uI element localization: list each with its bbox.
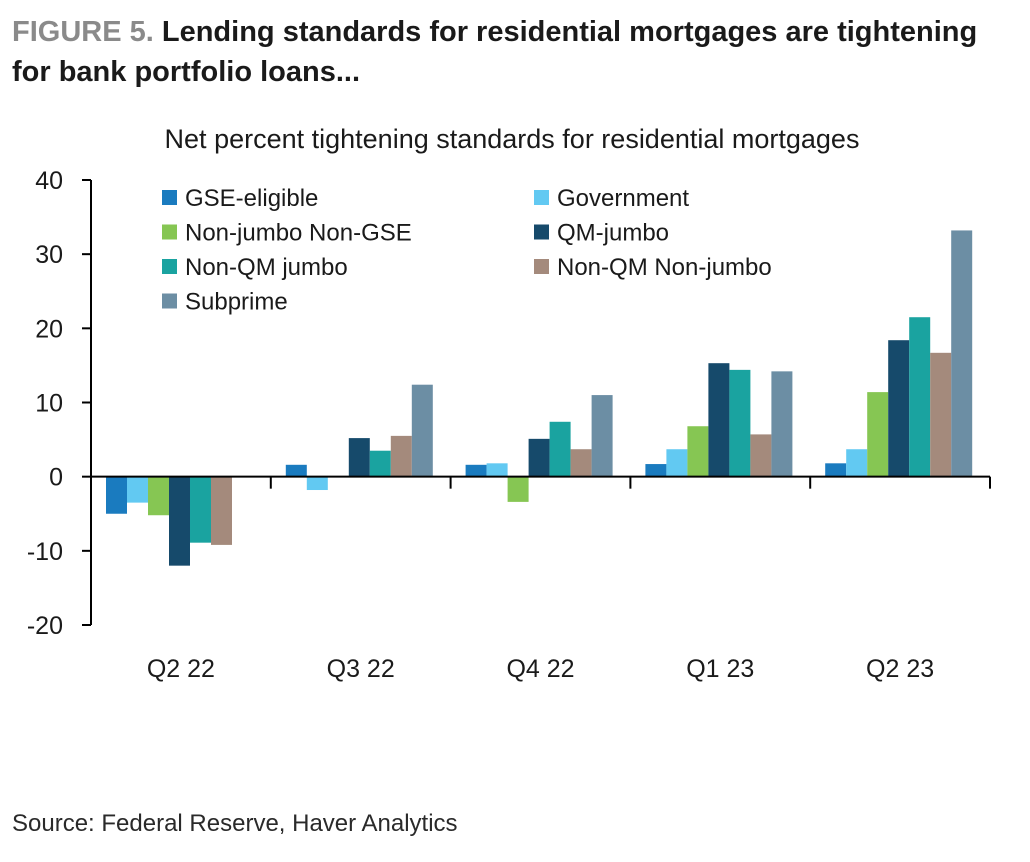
bar-government-q3-22 [306, 476, 328, 491]
bar-subprime-q4-22 [591, 395, 613, 477]
bar-subprime-q1-23 [771, 371, 793, 477]
legend-label: GSE-eligible [185, 185, 318, 212]
bar-government-q4-22 [486, 463, 508, 477]
bar-non-jumbo-non-gse-q2-23 [867, 392, 889, 477]
y-tick-label: -10 [27, 538, 63, 566]
bar-non-jumbo-non-gse-q4-22 [507, 476, 529, 502]
bar-qm-jumbo-q4-22 [528, 438, 550, 477]
figure-title: FIGURE 5. Lending standards for resident… [12, 12, 1022, 92]
bar-non-qm-non-jumbo-q3-22 [390, 435, 412, 477]
x-tick-label: Q2 22 [147, 655, 215, 683]
y-tick-label: 40 [35, 167, 63, 195]
bar-subprime-q3-22 [411, 384, 433, 477]
bar-government-q2-23 [846, 449, 868, 477]
legend-label: Subprime [185, 289, 288, 316]
bar-gse-eligible-q1-23 [645, 464, 667, 477]
y-tick-label: 20 [35, 315, 63, 343]
legend-swatch [534, 190, 549, 205]
legend-swatch [534, 224, 549, 240]
legend-label: Non-QM jumbo [185, 254, 348, 281]
bar-non-qm-non-jumbo-q2-23 [930, 352, 952, 477]
figure-title-text: Lending standards for residential mortga… [12, 16, 978, 88]
bar-non-qm-non-jumbo-q2-22 [211, 476, 232, 545]
legend-label: Government [557, 185, 689, 212]
legend-swatch [162, 190, 177, 205]
bar-qm-jumbo-q2-23 [888, 340, 910, 477]
legend-swatch [534, 259, 549, 274]
bar-non-qm-non-jumbo-q1-23 [750, 434, 772, 477]
bar-non-qm-jumbo-q2-22 [190, 476, 211, 543]
legend-label: Non-QM Non-jumbo [557, 254, 772, 281]
x-tick-label: Q3 22 [327, 655, 395, 683]
bar-gse-eligible-q4-22 [465, 464, 487, 477]
bar-gse-eligible-q2-23 [825, 463, 847, 477]
legend-label: Non-jumbo Non-GSE [185, 220, 412, 247]
bar-non-qm-jumbo-q2-23 [909, 317, 931, 477]
y-tick-label: 0 [49, 464, 63, 492]
bar-non-jumbo-non-gse-q1-23 [687, 426, 709, 477]
bar-non-qm-jumbo-q3-22 [369, 450, 391, 477]
chart-title: Net percent tightening standards for res… [165, 124, 860, 154]
bar-non-qm-jumbo-q4-22 [549, 421, 571, 477]
bar-government-q1-23 [666, 449, 688, 477]
bar-non-jumbo-non-gse-q2-22 [148, 476, 169, 516]
bar-qm-jumbo-q3-22 [348, 438, 370, 477]
y-tick-label: -20 [27, 612, 63, 640]
bar-chart: Net percent tightening standards for res… [27, 124, 991, 683]
x-tick-label: Q2 23 [866, 655, 934, 683]
bar-gse-eligible-q3-22 [285, 464, 307, 477]
bar-qm-jumbo-q1-23 [708, 363, 730, 477]
bar-non-qm-jumbo-q1-23 [729, 369, 751, 477]
x-tick-label: Q1 23 [686, 655, 754, 683]
legend-swatch [162, 259, 177, 274]
figure-label: FIGURE 5. [12, 16, 154, 48]
legend-swatch [162, 293, 177, 309]
bar-subprime-q2-23 [951, 230, 973, 477]
y-tick-label: 10 [35, 390, 63, 418]
legend-swatch [162, 224, 177, 240]
legend-label: QM-jumbo [557, 220, 669, 247]
bar-gse-eligible-q2-22 [106, 476, 127, 514]
source-note: Source: Federal Reserve, Haver Analytics [12, 810, 458, 837]
bar-qm-jumbo-q2-22 [169, 476, 190, 566]
y-tick-label: 30 [35, 241, 63, 269]
x-tick-label: Q4 22 [506, 655, 574, 683]
bar-non-qm-non-jumbo-q4-22 [570, 449, 592, 477]
bar-government-q2-22 [127, 476, 148, 503]
